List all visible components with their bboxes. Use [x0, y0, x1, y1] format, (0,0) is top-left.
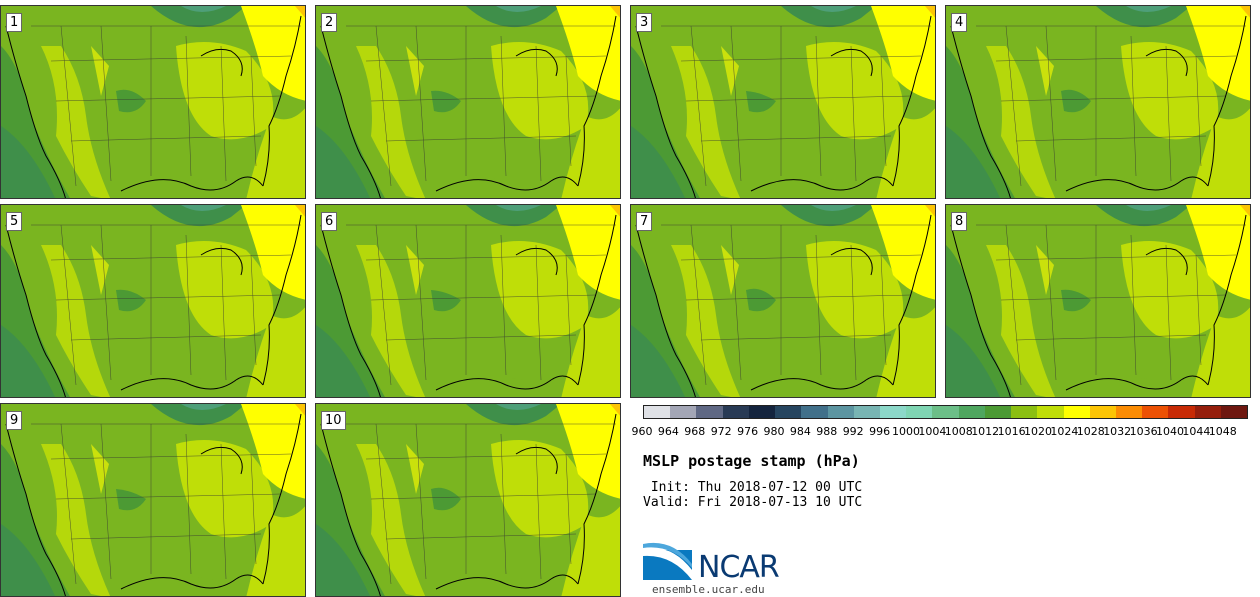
colorbar-tick-label: 1040 — [1156, 425, 1184, 438]
colorbar-segment — [984, 406, 1012, 418]
panel-member-label: 10 — [321, 411, 346, 430]
panel-member-label: 3 — [636, 13, 653, 32]
colorbar-segment — [827, 406, 854, 418]
panel-member-label: 7 — [636, 212, 653, 231]
mslp-map — [1, 6, 305, 198]
colorbar-tick-label: 1024 — [1050, 425, 1079, 438]
mslp-map — [631, 205, 935, 397]
colorbar-tick-label: 1044 — [1182, 425, 1211, 438]
panel-member-label: 2 — [321, 13, 338, 32]
colorbar-segment — [1220, 406, 1248, 418]
colorbar-segment — [906, 406, 933, 418]
mslp-map — [316, 404, 620, 596]
colorbar-tick-label: 980 — [763, 425, 785, 438]
colorbar-segment — [958, 406, 985, 418]
colorbar-tick-label: 964 — [657, 425, 679, 438]
colorbar-segment — [1011, 406, 1038, 418]
colorbar-tick-label: 1000 — [892, 425, 920, 438]
postage-stamp-panel: 6 — [315, 204, 621, 398]
colorbar-tick-label: 972 — [710, 425, 732, 438]
colorbar-tick-label: 1036 — [1129, 425, 1158, 438]
mslp-map — [631, 6, 935, 198]
postage-stamp-panel: 10 — [315, 403, 621, 597]
postage-stamp-panel: 7 — [630, 204, 936, 398]
colorbar-tick-label: 996 — [869, 425, 891, 438]
colorbar-segment — [932, 406, 959, 418]
colorbar-tick-label: 976 — [737, 425, 759, 438]
postage-stamp-panel: 9 — [0, 403, 306, 597]
colorbar-tick-label: 1016 — [997, 425, 1026, 438]
panel-member-label: 9 — [6, 411, 23, 430]
init-time: Init: Thu 2018-07-12 00 UTC — [643, 480, 863, 495]
panel-member-label: 6 — [321, 212, 338, 231]
colorbar-tick-label: 1004 — [918, 425, 947, 438]
colorbar-segment — [670, 406, 697, 418]
postage-stamp-panel: 5 — [0, 204, 306, 398]
colorbar-tick-label: 988 — [816, 425, 838, 438]
colorbar-tick-label: 992 — [842, 425, 864, 438]
colorbar-tick-labels: 960 964 968 972 976 980 984 988 992 996 1000 1004 10… — [632, 425, 1252, 439]
colorbar-tick-label: 1032 — [1103, 425, 1132, 438]
website-url[interactable]: ensemble.ucar.edu — [652, 583, 765, 596]
colorbar-segment — [1089, 406, 1116, 418]
colorbar-segment — [1037, 406, 1064, 418]
postage-stamp-panel: 4 — [945, 5, 1251, 199]
colorbar-segment — [1115, 406, 1143, 418]
ncar-logo-icon — [643, 542, 692, 580]
colorbar-segment — [1168, 406, 1195, 418]
mslp-map — [316, 6, 620, 198]
colorbar-tick-label: 960 — [631, 425, 653, 438]
colorbar-segment — [853, 406, 880, 418]
panel-member-label: 8 — [951, 212, 968, 231]
panel-member-label: 1 — [6, 13, 23, 32]
colorbar-tick-label: 1048 — [1208, 425, 1237, 438]
colorbar-segment — [748, 406, 776, 418]
valid-time: Valid: Fri 2018-07-13 10 UTC — [643, 495, 863, 510]
colorbar-tick-label: 968 — [684, 425, 706, 438]
colorbar-tick-label: 1028 — [1076, 425, 1105, 438]
plot-title: MSLP postage stamp (hPa) — [643, 452, 860, 470]
mslp-map — [946, 205, 1250, 397]
colorbar-segment — [1194, 406, 1221, 418]
colorbar-tick-label: 1020 — [1024, 425, 1052, 438]
colorbar — [643, 405, 1248, 419]
panel-member-label: 4 — [951, 13, 968, 32]
colorbar-segment — [1063, 406, 1090, 418]
mslp-map — [1, 205, 305, 397]
colorbar-segment — [1142, 406, 1169, 418]
colorbar-segment — [644, 406, 671, 418]
postage-stamp-panel: 3 — [630, 5, 936, 199]
mslp-map — [1, 404, 305, 596]
postage-stamp-panel: 8 — [945, 204, 1251, 398]
colorbar-tick-label: 984 — [789, 425, 811, 438]
colorbar-segment — [696, 406, 723, 418]
colorbar-segment — [879, 406, 907, 418]
mslp-map — [316, 205, 620, 397]
colorbar-segment — [775, 406, 802, 418]
colorbar-tick-label: 1012 — [971, 425, 1000, 438]
postage-stamp-panel: 1 — [0, 5, 306, 199]
colorbar-segment — [722, 406, 749, 418]
colorbar-tick-label: 1008 — [944, 425, 973, 438]
ncar-logo-text: NCAR — [698, 550, 780, 585]
postage-stamp-panel: 2 — [315, 5, 621, 199]
colorbar-segment — [801, 406, 828, 418]
panel-member-label: 5 — [6, 212, 23, 231]
mslp-map — [946, 6, 1250, 198]
